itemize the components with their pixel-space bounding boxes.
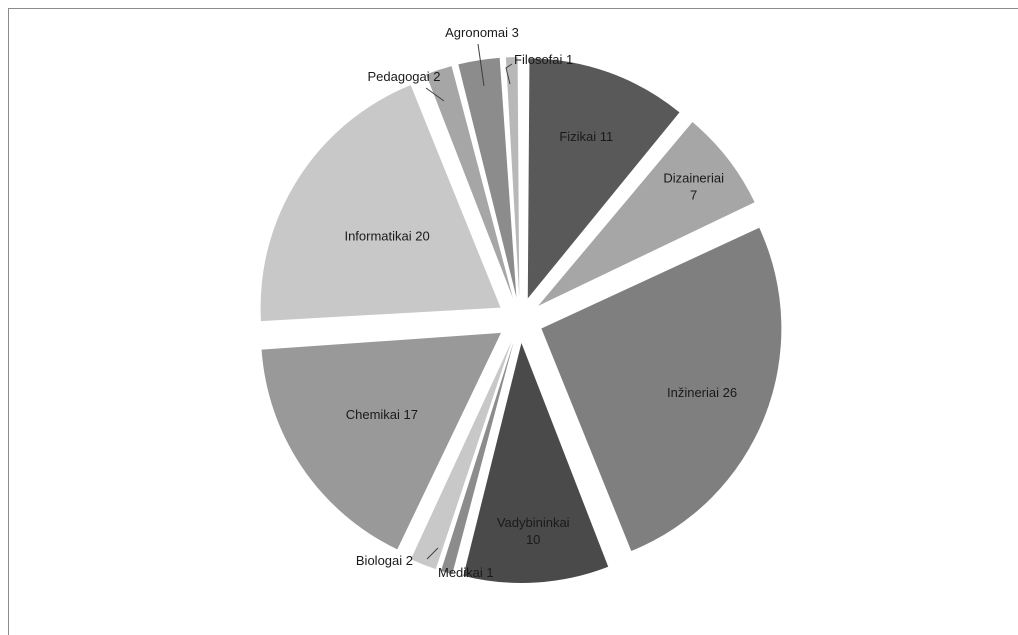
- data-label-biologai: Biologai 2: [356, 553, 413, 568]
- data-label-inzineriai: Inžineriai 26: [667, 385, 737, 400]
- pie-slice-pedagogai: [426, 66, 513, 299]
- chart-frame: [8, 8, 1018, 635]
- leader-line-pedagogai: [425, 87, 445, 102]
- leader-line-biologai: [426, 547, 439, 560]
- leader-line-agronomai: [477, 43, 485, 87]
- data-label-chemikai: Chemikai 17: [346, 407, 418, 422]
- pie-slice-vadybininkai: [463, 342, 609, 583]
- pie-slice-informatikai: [260, 85, 501, 322]
- data-label-vadybininkai: Vadybininkai 10: [497, 515, 570, 547]
- pie-slice-filosofai: [505, 57, 520, 298]
- leader-line-filosofai: [505, 63, 513, 85]
- data-labels-layer: Fizikai 11 Dizaineriai 7 Inžineriai 26 Vadyb…: [344, 25, 737, 580]
- data-label-agronomai: Agronomai 3: [445, 25, 519, 40]
- slices-layer: [260, 57, 782, 583]
- pie-slice-dizaineriai: [538, 122, 755, 306]
- data-label-dizaineriai: Dizaineriai 7: [663, 170, 724, 202]
- pie-slice-medikai: [441, 342, 514, 575]
- pie-slice-fizikai: [527, 58, 680, 299]
- data-label-fizikai: Fizikai 11: [559, 129, 613, 144]
- pie-slice-agronomai: [458, 57, 517, 298]
- data-label-medikai: Medikai 1: [438, 565, 494, 580]
- pie-slice-chemikai: [261, 332, 501, 550]
- data-label-pedagogai: Pedagogai 2: [367, 69, 440, 84]
- pie-slice-inzineriai: [541, 227, 782, 551]
- leader-lines-layer: [425, 43, 513, 560]
- data-label-filosofai: Filosofai 1: [514, 52, 573, 67]
- pie-slice-biologai: [410, 341, 512, 570]
- data-label-informatikai: Informatikai 20: [344, 229, 429, 244]
